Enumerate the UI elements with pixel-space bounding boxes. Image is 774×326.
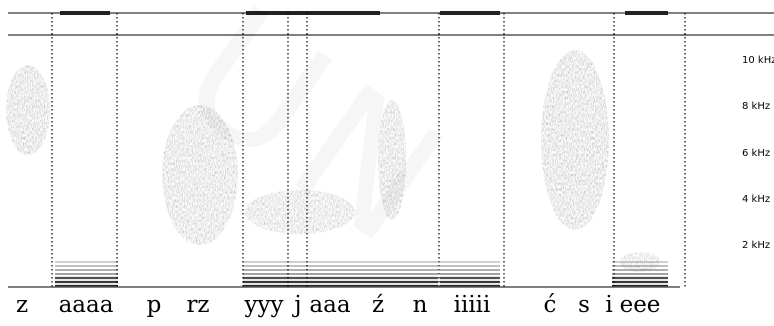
spectral-energy-region — [6, 65, 50, 155]
segment-label: aaaa — [58, 292, 114, 318]
segment-label: z — [15, 292, 29, 318]
spectral-energy-region — [162, 105, 238, 245]
segment-label: n — [412, 292, 428, 318]
segment-label: ć — [543, 292, 557, 318]
spectral-energy-region — [378, 100, 406, 220]
segment-label: i — [605, 292, 613, 318]
waveform-burst — [246, 11, 380, 15]
waveform-burst — [625, 11, 668, 15]
segment-label: s — [578, 292, 590, 318]
freq-label-4khz: 4 kHz — [742, 194, 771, 205]
spectral-energy-region — [541, 50, 609, 230]
segment-label: aaa — [309, 292, 351, 318]
freq-label-2khz: 2 kHz — [742, 240, 771, 251]
freq-label-6khz: 6 kHz — [742, 148, 771, 159]
segment-label: rz — [186, 292, 210, 318]
waveform-burst — [440, 11, 500, 15]
segment-label: j — [294, 292, 302, 318]
segment-label: yyy — [244, 292, 284, 318]
freq-label-8khz: 8 kHz — [742, 101, 771, 112]
segment-label: p — [146, 292, 162, 318]
waveform-burst — [60, 11, 110, 15]
spectral-energy-region — [245, 190, 355, 234]
freq-label-10khz: 10 kHz — [742, 55, 774, 66]
segment-label: ź — [371, 292, 385, 318]
segment-label: iiiii — [453, 292, 491, 318]
segment-label: eee — [619, 292, 661, 318]
spectral-energy-region — [620, 252, 660, 272]
